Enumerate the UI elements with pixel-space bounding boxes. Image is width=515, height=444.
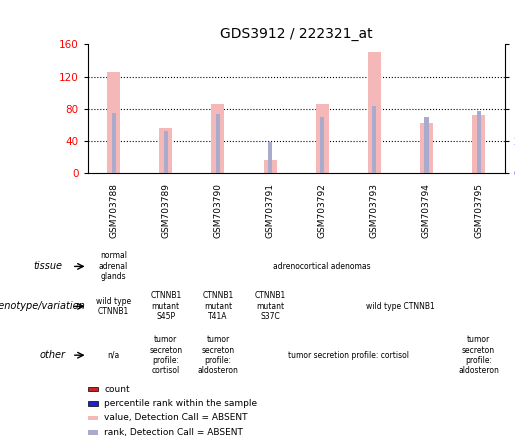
Bar — [88, 401, 98, 406]
Text: CTNNB1
mutant
S45P: CTNNB1 mutant S45P — [150, 291, 181, 321]
Bar — [424, 116, 428, 173]
Bar — [420, 123, 433, 173]
Text: n/a: n/a — [108, 351, 120, 360]
Bar — [472, 115, 485, 173]
Text: tissue: tissue — [33, 262, 63, 271]
Text: tumor
secreton
profile:
aldosteron: tumor secreton profile: aldosteron — [458, 335, 499, 375]
Title: GDS3912 / 222321_at: GDS3912 / 222321_at — [220, 27, 372, 40]
Text: tumor
secreton
profile:
cortisol: tumor secreton profile: cortisol — [149, 335, 182, 375]
Bar — [88, 387, 98, 391]
Text: tumor secretion profile: cortisol: tumor secretion profile: cortisol — [288, 351, 409, 360]
Bar — [88, 416, 98, 420]
Text: GSM703790: GSM703790 — [213, 183, 222, 238]
Text: wild type CTNNB1: wild type CTNNB1 — [366, 302, 435, 311]
Text: CTNNB1
mutant
S37C: CTNNB1 mutant S37C — [254, 291, 286, 321]
Text: GSM703789: GSM703789 — [161, 183, 170, 238]
Bar — [159, 128, 173, 173]
Bar — [476, 111, 480, 173]
Bar — [88, 430, 98, 435]
Bar — [216, 114, 220, 173]
Text: tumor
secreton
profile:
aldosteron: tumor secreton profile: aldosteron — [197, 335, 238, 375]
Text: GSM703793: GSM703793 — [370, 183, 379, 238]
Text: value, Detection Call = ABSENT: value, Detection Call = ABSENT — [104, 413, 248, 422]
Bar — [372, 106, 376, 173]
Text: normal
adrenal
glands: normal adrenal glands — [99, 251, 128, 281]
Bar — [112, 113, 116, 173]
Bar — [268, 142, 272, 173]
Text: GSM703792: GSM703792 — [318, 183, 327, 238]
Text: rank, Detection Call = ABSENT: rank, Detection Call = ABSENT — [104, 428, 243, 437]
Text: GSM703795: GSM703795 — [474, 183, 483, 238]
Text: adrenocortical adenomas: adrenocortical adenomas — [273, 262, 371, 271]
Text: percentile rank within the sample: percentile rank within the sample — [104, 399, 258, 408]
Text: count: count — [104, 385, 130, 393]
Text: GSM703794: GSM703794 — [422, 183, 431, 238]
Bar — [211, 104, 225, 173]
Bar — [368, 52, 381, 173]
Text: GSM703791: GSM703791 — [266, 183, 274, 238]
Text: other: other — [40, 350, 65, 360]
Bar — [320, 116, 324, 173]
Text: GSM703788: GSM703788 — [109, 183, 118, 238]
Bar — [107, 72, 120, 173]
Text: CTNNB1
mutant
T41A: CTNNB1 mutant T41A — [202, 291, 233, 321]
Text: genotype/variation: genotype/variation — [0, 301, 86, 311]
Bar — [164, 131, 168, 173]
Bar — [316, 104, 329, 173]
Text: wild type
CTNNB1: wild type CTNNB1 — [96, 297, 131, 316]
Bar — [264, 160, 277, 173]
